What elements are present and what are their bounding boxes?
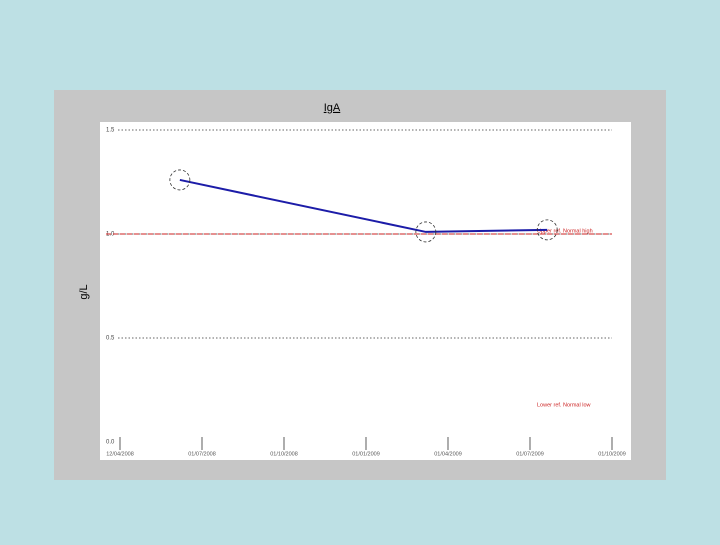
data-line	[179, 178, 548, 233]
x-tick-label: 01/07/2009	[516, 451, 544, 457]
data-point	[169, 169, 191, 191]
plot-area	[100, 122, 631, 460]
data-point	[415, 221, 437, 243]
data-point	[536, 219, 558, 241]
y-tick-label: 0.0	[106, 440, 115, 446]
y-axis-label: g/L	[78, 284, 90, 299]
annotation: Lower ref. Normal low	[537, 402, 591, 408]
y-tick-label: 1.5	[106, 128, 115, 134]
x-tick-label: 01/10/2008	[270, 451, 298, 457]
x-tick-label: 01/01/2009	[352, 451, 380, 457]
y-tick-label: 0.5	[106, 336, 115, 342]
x-tick-label: 01/10/2009	[598, 451, 626, 457]
reference-label: Upper ref. Normal high	[537, 228, 593, 234]
x-tick-label: 01/04/2009	[434, 451, 462, 457]
x-tick-label: 12/04/2008	[106, 451, 134, 457]
y-tick-label: 1.0	[106, 232, 115, 238]
x-tick-label: 01/07/2008	[188, 451, 216, 457]
chart-title: IgA	[324, 102, 341, 114]
